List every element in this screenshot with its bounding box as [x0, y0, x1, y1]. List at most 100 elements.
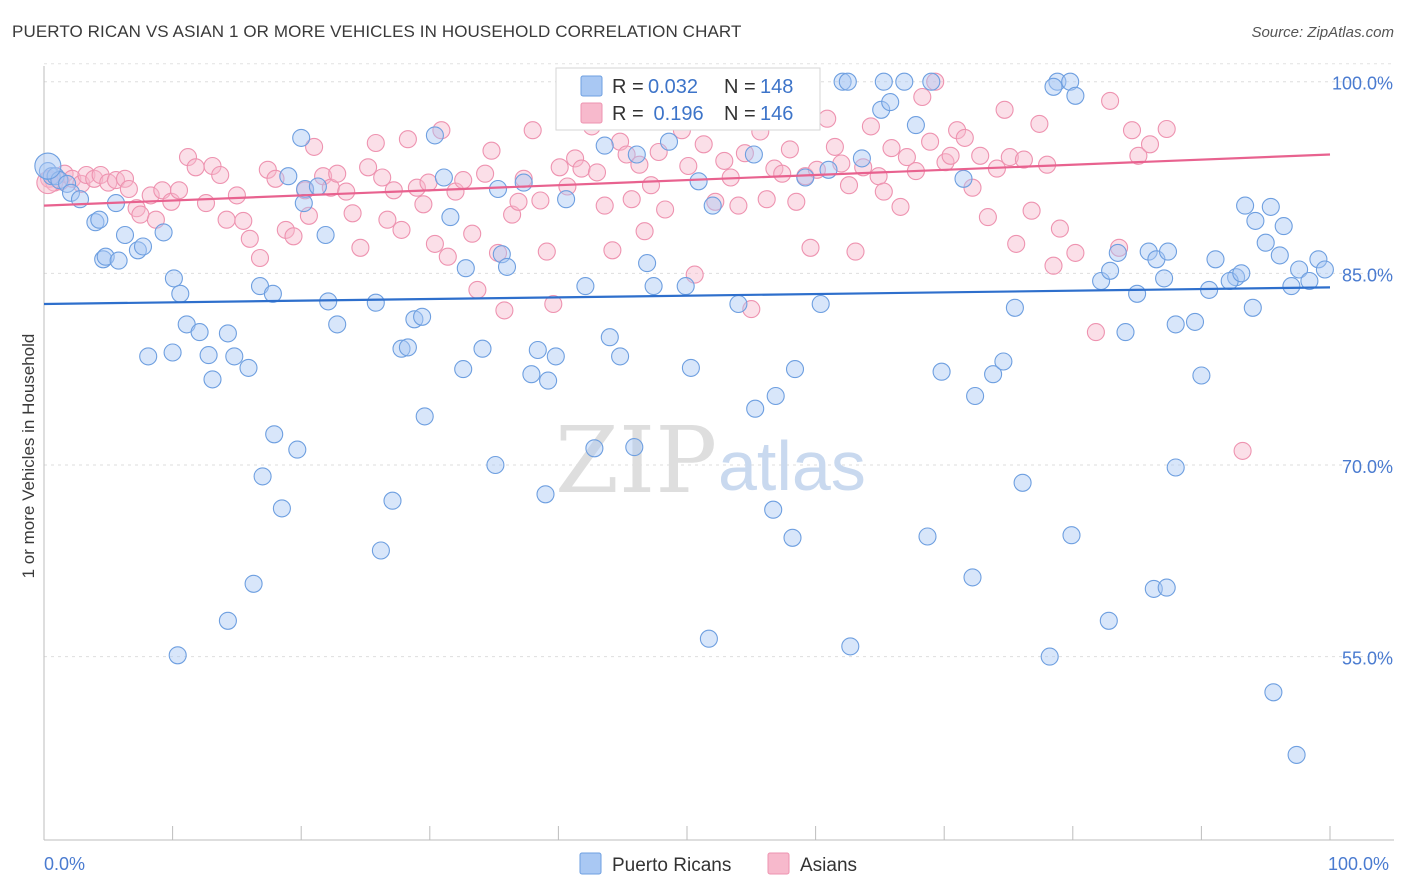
point-asians: [1030, 114, 1049, 133]
point-asians: [773, 164, 792, 183]
point-asians: [384, 181, 403, 200]
point-asians: [106, 171, 126, 190]
point-puerto-ricans: [441, 208, 460, 227]
point-puerto-ricans: [1040, 647, 1059, 666]
point-puerto-ricans: [1274, 217, 1293, 236]
y-tick-labels: 55.0% 70.0% 85.0% 100.0%: [1332, 74, 1393, 669]
point-asians: [178, 148, 198, 167]
watermark-atlas: atlas: [718, 427, 866, 505]
point-asians: [825, 137, 844, 156]
point-puerto-ricans: [1309, 250, 1328, 269]
point-puerto-ricans: [90, 210, 109, 229]
y-tick-label: 55.0%: [1342, 649, 1393, 669]
point-asians: [366, 133, 385, 153]
point-puerto-ricans: [1261, 197, 1280, 216]
point-puerto-ricans: [703, 196, 722, 215]
point-asians: [801, 238, 820, 257]
point-puerto-ricans: [638, 254, 657, 273]
point-puerto-ricans: [488, 179, 508, 199]
point-asians: [211, 165, 230, 185]
point-puerto-ricans: [239, 358, 258, 377]
point-puerto-ricans: [398, 338, 417, 357]
point-puerto-ricans: [294, 194, 313, 213]
point-asians: [1122, 121, 1142, 140]
point-puerto-ricans: [1206, 250, 1225, 269]
point-puerto-ricans: [425, 126, 444, 145]
point-puerto-ricans: [1005, 298, 1024, 317]
point-puerto-ricans: [785, 360, 805, 379]
points-blue: [34, 72, 1334, 764]
point-puerto-ricans: [434, 168, 453, 187]
point-asians: [941, 146, 960, 165]
point-asians: [861, 117, 880, 136]
point-puerto-ricans: [1108, 243, 1127, 262]
point-puerto-ricans: [164, 269, 183, 288]
point-puerto-ricans: [764, 500, 783, 519]
point-puerto-ricans: [984, 365, 1003, 384]
point-asians: [921, 132, 940, 151]
point-asians: [587, 163, 607, 182]
point-puerto-ricans: [852, 149, 871, 168]
point-puerto-ricans: [1243, 298, 1262, 317]
point-asians: [891, 197, 910, 216]
point-puerto-ricans: [109, 251, 128, 270]
point-puerto-ricans: [308, 177, 327, 196]
point-asians: [482, 141, 501, 160]
point-asians: [978, 208, 997, 227]
point-asians: [926, 72, 945, 91]
point-asians: [196, 194, 216, 213]
point-puerto-ricans: [1066, 86, 1085, 105]
point-puerto-ricans: [918, 527, 937, 546]
point-puerto-ricans: [1270, 246, 1289, 265]
point-asians: [351, 238, 370, 257]
point-puerto-ricans: [454, 360, 473, 379]
point-puerto-ricans: [783, 528, 802, 547]
trend-lines: [43, 153, 1331, 306]
stats-r-value-pink: 0.196: [648, 103, 704, 125]
point-puerto-ricans: [94, 250, 113, 269]
point-puerto-ricans: [729, 294, 748, 314]
point-asians: [735, 144, 754, 163]
point-puerto-ricans: [225, 347, 244, 366]
point-asians: [1066, 243, 1085, 262]
point-puerto-ricans: [58, 174, 77, 193]
point-asians: [392, 220, 411, 239]
point-puerto-ricans: [1282, 277, 1301, 296]
point-puerto-ricans: [611, 347, 630, 366]
legend-label-asians: Asians: [800, 855, 857, 876]
point-asians: [622, 190, 641, 209]
point-asians: [337, 182, 356, 201]
point-puerto-ricans: [595, 136, 614, 155]
point-asians: [537, 242, 556, 261]
point-puerto-ricans: [486, 455, 505, 475]
point-puerto-ricans: [528, 340, 547, 360]
point-asians: [169, 181, 189, 200]
point-puerto-ricans: [139, 347, 158, 366]
point-puerto-ricans: [746, 399, 765, 418]
point-puerto-ricans: [1158, 242, 1178, 261]
point-puerto-ricans: [522, 365, 541, 384]
axes: [43, 66, 1394, 841]
point-asians: [1140, 135, 1160, 154]
point-asians: [234, 211, 253, 230]
point-asians: [595, 196, 614, 215]
point-puerto-ricans: [906, 116, 925, 135]
point-puerto-ricans: [796, 168, 815, 187]
point-puerto-ricans: [811, 294, 830, 314]
y-tick-label: 70.0%: [1342, 457, 1393, 477]
point-puerto-ricans: [627, 145, 646, 164]
legend-swatch-puerto-ricans: [579, 852, 602, 875]
point-puerto-ricans: [1155, 269, 1174, 288]
point-puerto-ricans: [1061, 72, 1080, 91]
point-puerto-ricans: [881, 93, 900, 112]
point-puerto-ricans: [1315, 260, 1334, 279]
point-asians: [1050, 219, 1069, 238]
series-legend: Puerto Ricans Asians: [579, 852, 857, 876]
y-tick-label: 100.0%: [1332, 74, 1393, 94]
point-puerto-ricans: [1099, 611, 1118, 630]
point-puerto-ricans: [218, 611, 237, 630]
point-asians: [572, 159, 591, 178]
point-asians: [874, 182, 893, 201]
watermark-zip: ZIP: [555, 407, 717, 514]
point-puerto-ricans: [625, 438, 644, 457]
